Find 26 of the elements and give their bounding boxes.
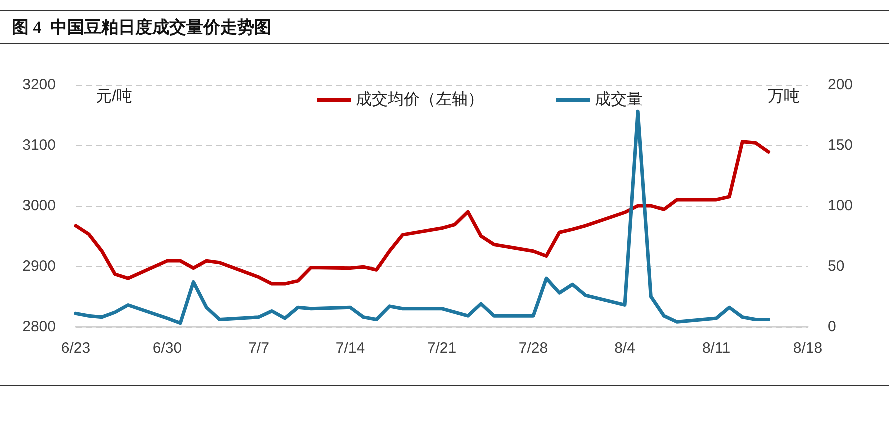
line-series (74, 110, 771, 326)
chart-title: 图 4 中国豆粕日度成交量价走势图 (0, 10, 889, 44)
legend-label: 成交均价（左轴） (356, 90, 484, 108)
line-series (74, 140, 771, 286)
y-tick-label: 2900 (22, 258, 56, 275)
y2-tick-label: 150 (828, 137, 854, 154)
y-axis-title: 元/吨 (96, 88, 132, 106)
x-tick-label: 8/18 (793, 340, 823, 357)
x-tick-label: 7/7 (248, 340, 270, 357)
y-tick-label: 3200 (22, 76, 56, 94)
y2-tick-label: 50 (828, 258, 845, 275)
y2-tick-label: 0 (828, 318, 836, 336)
y2-axis-title: 万吨 (768, 88, 800, 106)
y2-tick-label: 200 (828, 76, 854, 94)
x-tick-label: 7/21 (427, 340, 457, 357)
x-tick-label: 6/23 (61, 340, 91, 357)
x-tick-label: 7/28 (518, 340, 548, 357)
x-tick-label: 8/4 (614, 340, 636, 357)
legend-label: 成交量 (595, 90, 643, 108)
y-tick-label: 3000 (22, 198, 56, 214)
x-tick-label: 6/30 (152, 340, 182, 357)
y-tick-label: 3100 (22, 137, 56, 154)
y2-tick-label: 100 (828, 198, 854, 214)
x-tick-label: 8/11 (702, 340, 731, 357)
y-tick-label: 2800 (22, 318, 56, 336)
x-tick-label: 7/14 (336, 340, 366, 357)
